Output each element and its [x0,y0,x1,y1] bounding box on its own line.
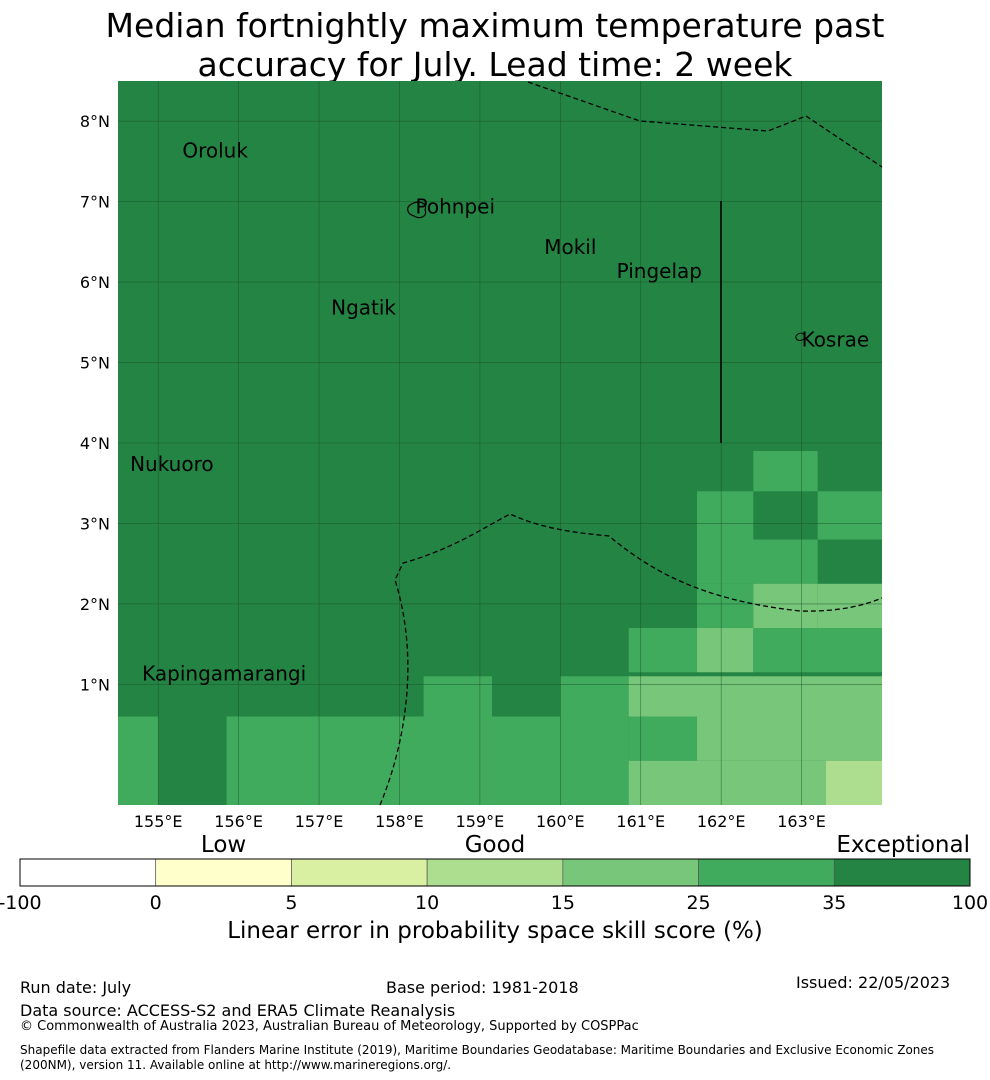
skill-cell-18 [825,760,882,805]
issued-date: Issued: 22/05/2023 [796,973,951,992]
skill-cell-8 [628,628,698,673]
skill-cell-4 [817,583,882,629]
colorbar-swatch [833,858,971,887]
lat-tick-label: 4°N [80,434,110,453]
colorbar-swatch [426,858,564,887]
colorbar-swatch [155,858,292,887]
colorbar: -100 0 5 10 15 25 35 100 Low Good Exceptional [0,832,988,914]
lon-tick-label: 161°E [616,812,665,831]
colorbar-tick-label: 100 [952,892,988,914]
lat-tick-label: 5°N [80,354,110,373]
skill-cell-1 [697,491,754,540]
skill-cell-11 [560,676,629,717]
lon-tick-label: 155°E [134,812,183,831]
lat-tick-label: 6°N [80,273,110,292]
kosrae-island [795,332,805,341]
lon-tick-label: 160°E [536,812,585,831]
colorbar-tick-label: 5 [285,892,297,914]
skill-cell-6 [753,583,818,629]
colorbar-label: Linear error in probability space skill … [227,918,763,944]
base-period: Base period: 1981-2018 [386,978,579,997]
skill-cell-0 [753,451,818,492]
title-line-1: Median fortnightly maximum temperature p… [105,6,885,45]
lon-tick-label: 158°E [375,812,424,831]
place-label: Pohnpei [416,195,496,219]
shapefile-credit: Shapefile data extracted from Flanders M… [20,1043,935,1072]
lon-tick-label: 157°E [295,812,344,831]
lat-tick-label: 1°N [80,675,110,694]
place-label: Nukuoro [130,452,214,476]
colorbar-swatch [562,858,699,887]
colorbar-swatch [19,858,157,887]
skill-cell-13 [118,716,159,805]
skill-cell-16 [697,716,882,761]
lat-tick-label: 3°N [80,514,110,533]
colorbar-tick-label: 0 [150,892,162,914]
skill-cell-14 [226,716,629,805]
map-gridlines [118,81,882,805]
colorbar-tick-label: 10 [415,892,439,914]
colorbar-swatch [291,858,428,887]
copyright: © Commonwealth of Australia 2023, Austra… [20,1019,639,1034]
skill-cell-5 [697,583,754,629]
run-date: Run date: July [20,978,132,997]
colorbar-category-label: Exceptional [836,832,970,858]
colorbar-swatch [698,858,835,887]
place-label: Ngatik [331,295,396,319]
skill-cell-17 [628,760,826,805]
lon-tick-label: 162°E [697,812,746,831]
skill-cell-15 [628,716,698,761]
skill-cell-9 [753,628,882,673]
place-label: Kapingamarangi [142,661,306,685]
lon-tick-label: 159°E [456,812,505,831]
lat-tick-label: 7°N [80,193,110,212]
lat-tick-label: 8°N [80,112,110,131]
skill-cell-12 [628,676,882,717]
colorbar-category-label: Good [465,832,526,858]
place-label: Kosrae [802,327,870,351]
skill-cell-10 [423,676,492,717]
place-label: Pingelap [617,259,702,283]
axis-tick-labels: 155°E 156°E 157°E 158°E 159°E 160°E 161°E 162°E… [80,112,826,831]
data-source: Data source: ACCESS-S2 and ERA5 Climate … [20,1001,456,1020]
colorbar-frame [19,858,971,887]
map-boundaries [379,81,883,806]
place-label: Oroluk [182,138,248,162]
map-islands [407,201,805,341]
colorbar-category-label: Low [201,832,246,858]
lon-tick-label: 156°E [214,812,263,831]
colorbar-tick-label: -100 [0,892,42,914]
place-labels: Oroluk Pohnpei Mokil Pingelap Ngatik Kosrae Nu… [130,138,869,685]
map-title: Median fortnightly maximum temperature p… [0,6,990,84]
colorbar-tick-label: 25 [686,892,710,914]
lat-tick-label: 2°N [80,595,110,614]
skill-cell-7 [697,628,754,673]
skill-cell-3 [697,539,818,584]
place-label: Mokil [544,235,596,259]
lon-tick-label: 163°E [777,812,826,831]
colorbar-tick-label: 35 [822,892,846,914]
pohnpei-island [407,201,427,219]
skill-cell-2 [817,491,882,540]
colorbar-tick-label: 15 [551,892,575,914]
title-line-2: accuracy for July. Lead time: 2 week [197,45,793,84]
